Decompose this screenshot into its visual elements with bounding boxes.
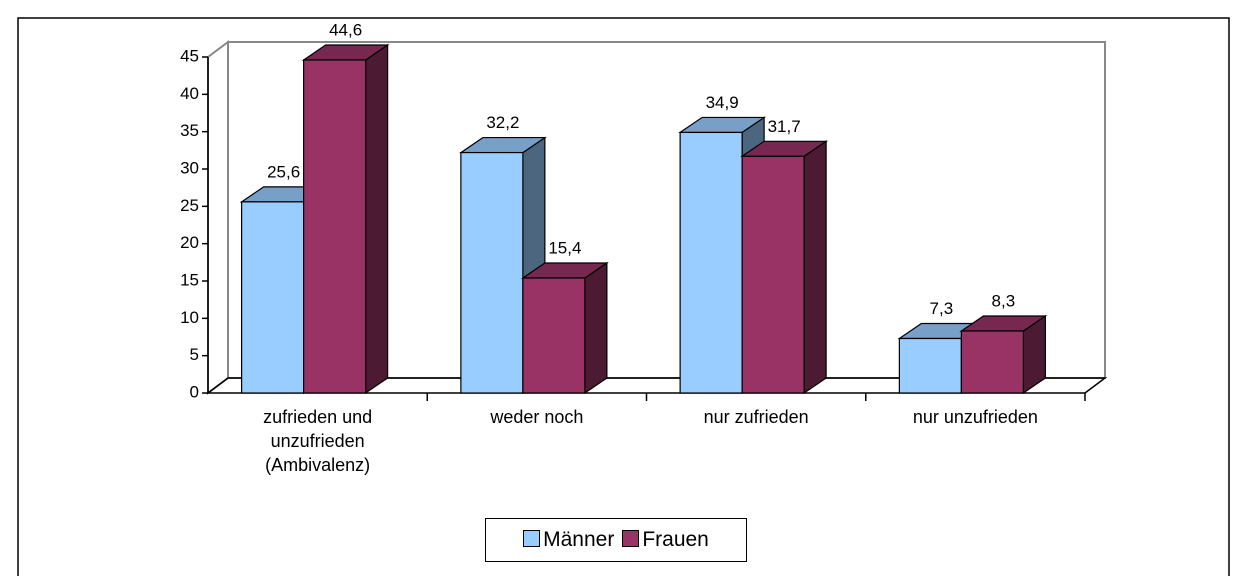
- bar-front: [960, 330, 1024, 394]
- y-tick-label: 35: [180, 121, 199, 140]
- bar-side: [803, 140, 827, 395]
- y-tick-label: 45: [180, 46, 199, 65]
- data-label: 31,7: [768, 117, 801, 136]
- bar: [740, 140, 829, 395]
- legend-swatch: [622, 530, 640, 547]
- x-tick-label: nur zufrieden: [703, 407, 809, 427]
- x-tick-label: weder noch: [490, 407, 584, 427]
- legend-swatch: [523, 530, 541, 547]
- chart-frame: [17, 17, 1230, 576]
- y-tick-label: 30: [180, 158, 199, 177]
- y-tick-label: 0: [190, 382, 199, 401]
- legend-item: Frauen: [622, 528, 709, 552]
- data-label: 34,9: [706, 93, 739, 112]
- bar-front: [460, 151, 524, 394]
- data-label: 7,3: [930, 299, 954, 318]
- legend: Männer Frauen: [485, 518, 747, 562]
- bar-front: [898, 337, 962, 394]
- data-label: 15,4: [548, 238, 581, 257]
- x-tick-label: zufrieden und unzufrieden (Ambivalenz): [263, 407, 373, 475]
- bar-front: [679, 131, 743, 394]
- bar: [301, 43, 390, 395]
- bar-front: [303, 59, 367, 394]
- bar: [458, 136, 547, 395]
- y-tick-label: 15: [180, 270, 199, 289]
- bar-front: [522, 277, 586, 394]
- bar: [959, 314, 1048, 395]
- bar-front: [241, 201, 305, 394]
- data-label: 8,3: [992, 292, 1016, 311]
- data-label: 25,6: [267, 162, 300, 181]
- side-wall: [207, 40, 229, 395]
- y-tick-label: 5: [190, 345, 199, 364]
- y-tick-label: 25: [180, 196, 199, 215]
- y-tick-label: 10: [180, 308, 199, 327]
- data-label: 44,6: [329, 20, 362, 39]
- data-label: 32,2: [486, 113, 519, 132]
- bar-side: [365, 43, 389, 395]
- y-tick-label: 40: [180, 84, 199, 103]
- y-tick-label: 20: [180, 233, 199, 252]
- legend-item: Männer: [523, 528, 614, 552]
- bar-side: [584, 261, 608, 395]
- bar-front: [741, 155, 805, 394]
- legend-label: Männer: [543, 528, 615, 551]
- bar: [520, 261, 609, 395]
- legend-label: Frauen: [642, 528, 709, 551]
- x-tick-label: nur unzufrieden: [912, 407, 1038, 427]
